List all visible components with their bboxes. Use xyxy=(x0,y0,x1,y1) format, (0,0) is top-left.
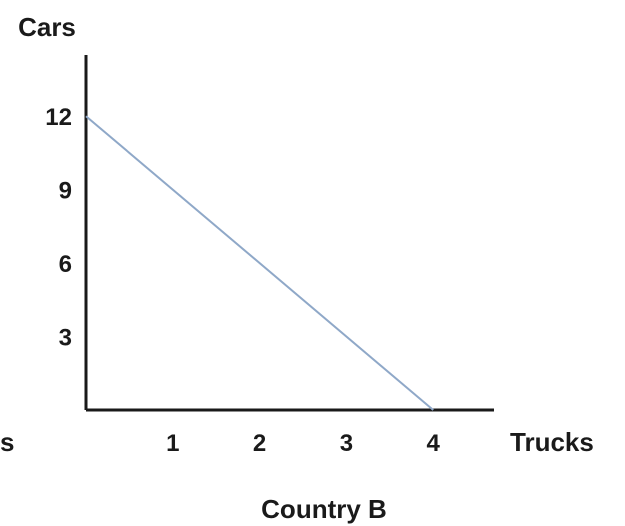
chart-caption: Country B xyxy=(261,494,387,524)
x-tick-label: 1 xyxy=(166,430,179,457)
axes xyxy=(84,55,494,412)
y-tick-labels: 3 6 9 12 xyxy=(45,104,72,351)
x-tick-label: 4 xyxy=(427,430,441,457)
y-tick-label: 9 xyxy=(59,178,72,205)
x-axis-title: Trucks xyxy=(510,427,594,457)
y-axis-title: Cars xyxy=(18,12,76,42)
series-line-0 xyxy=(85,115,434,411)
x-tick-label: 3 xyxy=(340,430,353,457)
x-tick-label: 2 xyxy=(253,430,266,457)
left-edge-fragment: s xyxy=(0,427,14,457)
y-tick-label: 12 xyxy=(45,104,72,131)
y-tick-label: 3 xyxy=(59,325,72,352)
series-layer xyxy=(85,115,434,411)
x-tick-labels: 1 2 3 4 xyxy=(166,430,440,457)
y-tick-label: 6 xyxy=(59,251,72,278)
